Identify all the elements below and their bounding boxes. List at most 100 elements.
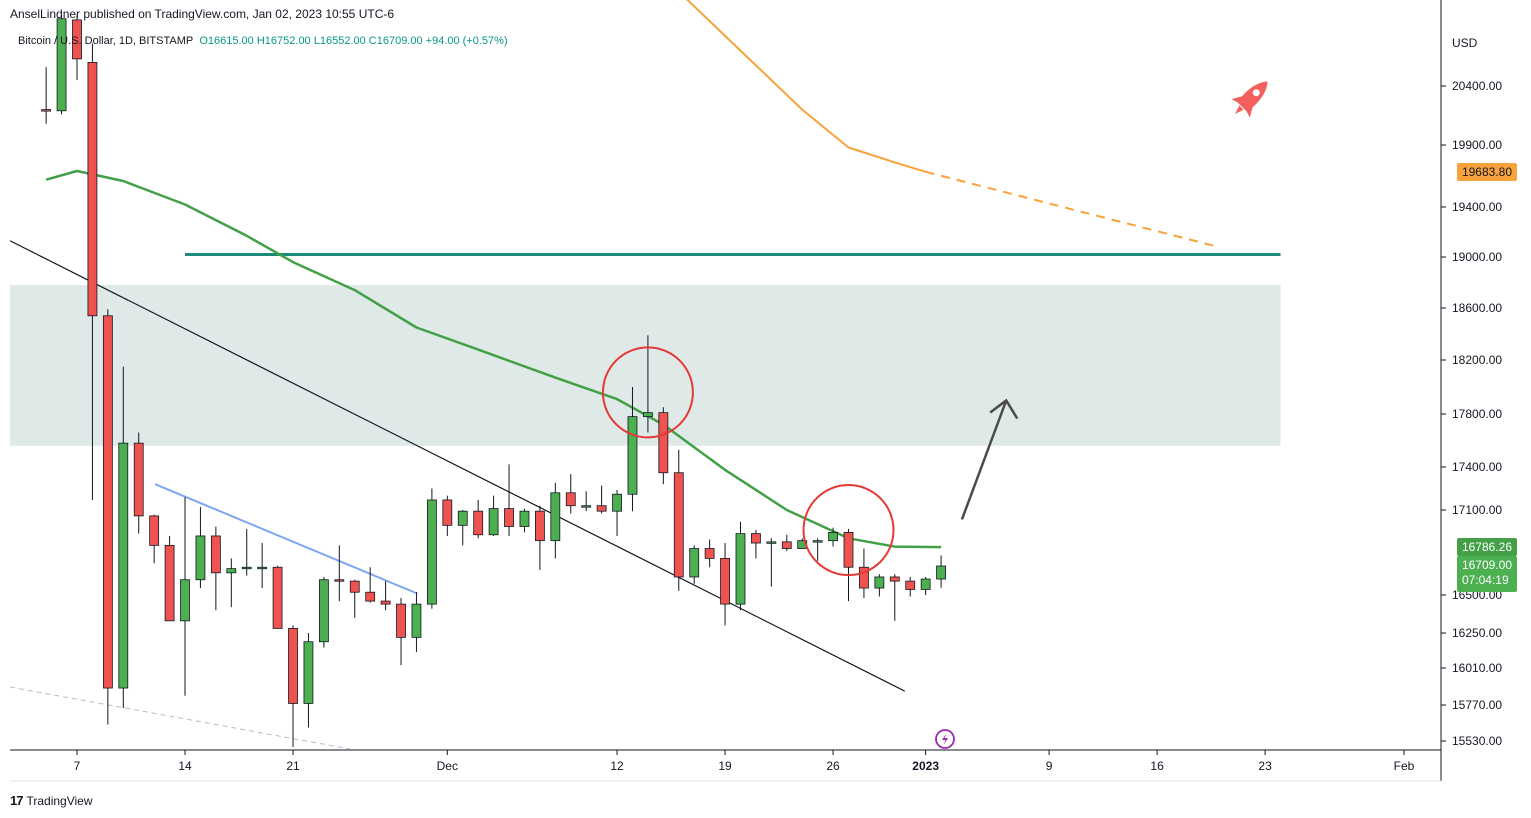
symbol-legend: Bitcoin / U.S. Dollar, 1D, BITSTAMP O166… [18, 35, 508, 47]
candle-body [349, 580, 360, 593]
candle-2022-12-20 [735, 521, 746, 611]
candle-2022-11-14 [180, 497, 190, 696]
candle-body [180, 579, 190, 622]
x-tick-label: 21 [286, 759, 300, 773]
x-tick-label: Feb [1394, 759, 1415, 773]
x-tick-label: 16 [1150, 759, 1164, 773]
axes-layer: USD 20400.00 19900.00 19400.00 19000.00 18600… [10, 0, 1502, 782]
candle-2022-11-24 [334, 545, 345, 602]
candle-body [133, 442, 144, 517]
rocket-fin-left [1231, 95, 1245, 103]
candle-body [504, 508, 514, 527]
candle-2022-11-21 [288, 625, 298, 747]
candle-2022-12-05 [504, 464, 514, 536]
x-tick-label: 23 [1258, 759, 1272, 773]
candle-body [473, 510, 484, 536]
candle-2022-12-16 [673, 449, 684, 591]
candle-body [704, 548, 715, 559]
candle-2022-11-18 [241, 528, 252, 576]
x-tick-label: 9 [1046, 759, 1053, 773]
candle-2022-11-26 [365, 567, 376, 603]
candle-body [457, 510, 468, 526]
candle-2022-11-17 [226, 558, 237, 608]
symbol-name: Bitcoin / U.S. Dollar, 1D, BITSTAMP [18, 35, 194, 47]
candle-body [442, 499, 453, 526]
candles-layer [41, 15, 946, 747]
candle-body [581, 505, 592, 508]
candle-2022-11-16 [210, 526, 221, 611]
candle-body [488, 508, 499, 536]
candle-body [380, 600, 391, 605]
y-tick-label: 17400.00 [1452, 460, 1502, 474]
lightning-event-icon [935, 729, 955, 749]
candle-2022-12-18 [704, 539, 715, 568]
annotation-layer [601, 81, 1268, 749]
ma200-line [686, 0, 926, 173]
candle-2022-11-05 [41, 67, 52, 124]
descending-trendline [9, 240, 906, 692]
ohlc-values: O16615.00 H16752.00 L16552.00 C16709.00 … [199, 35, 508, 47]
candle-body [334, 579, 345, 582]
x-tick-label: Dec [437, 759, 458, 773]
last-price-tag: 16709.00 07:04:19 [1456, 556, 1517, 592]
candle-2022-12-12 [612, 489, 622, 536]
rocket-flame [1235, 105, 1244, 114]
candle-2022-12-19 [720, 543, 730, 626]
candle-2022-11-08 [87, 43, 98, 500]
event-bolt [942, 733, 948, 745]
y-tick-label: 15530.00 [1452, 734, 1502, 748]
candle-2022-11-27 [380, 581, 391, 611]
candle-body [535, 510, 545, 542]
up-arrow-head [989, 398, 1019, 420]
candle-body [627, 416, 638, 495]
candle-2022-11-28 [396, 598, 406, 666]
candle-2022-12-13 [627, 387, 638, 512]
ma50-line [45, 169, 942, 549]
candle-body [889, 576, 900, 582]
candle-body [318, 579, 329, 643]
candle-body [164, 544, 175, 622]
x-tick-label: 7 [74, 759, 81, 773]
candle-2022-12-06 [519, 508, 530, 533]
candle-body [550, 492, 561, 542]
up-arrow [960, 400, 1008, 520]
y-tick-label: 17100.00 [1452, 503, 1502, 517]
candle-2022-12-14 [643, 335, 653, 433]
candle-2022-12-22 [766, 538, 777, 587]
ma200-projection [925, 170, 1220, 248]
drawing-lines-layer [9, 0, 1281, 750]
y-tick-label: 16250.00 [1452, 626, 1502, 640]
highlight-circle-1 [601, 346, 694, 439]
candle-2022-12-01 [442, 495, 453, 536]
brand-name: TradingView [26, 793, 93, 808]
currency-label: USD [1452, 36, 1478, 50]
candle-body [751, 533, 761, 544]
candle-2022-11-29 [411, 592, 422, 652]
candle-body [565, 492, 576, 507]
candle-body [658, 412, 669, 474]
candle-body [426, 499, 437, 605]
candle-2022-11-06 [56, 15, 67, 115]
candle-2022-11-25 [349, 579, 360, 618]
candle-body [612, 493, 622, 512]
candle-body [72, 19, 82, 60]
candle-body [288, 628, 298, 704]
x-tick-label: 2023 [912, 759, 939, 773]
consolidation-zone-layer [10, 285, 1281, 446]
candle-2022-11-07 [72, 15, 82, 81]
candle-body [689, 548, 700, 578]
candle-2022-11-12 [149, 514, 160, 564]
candle-2022-12-23 [781, 534, 792, 551]
candle-body [396, 603, 406, 638]
candle-body [303, 641, 314, 704]
candle-body [781, 541, 792, 549]
candle-body [272, 566, 283, 629]
candle-body [195, 535, 206, 581]
tradingview-brand[interactable]: 17 TradingView [10, 793, 93, 808]
candle-2022-11-09 [102, 309, 113, 725]
candle-2022-12-07 [535, 505, 545, 571]
candle-body [210, 535, 221, 574]
rocket-window [1252, 89, 1260, 97]
candle-2022-12-03 [473, 499, 484, 539]
